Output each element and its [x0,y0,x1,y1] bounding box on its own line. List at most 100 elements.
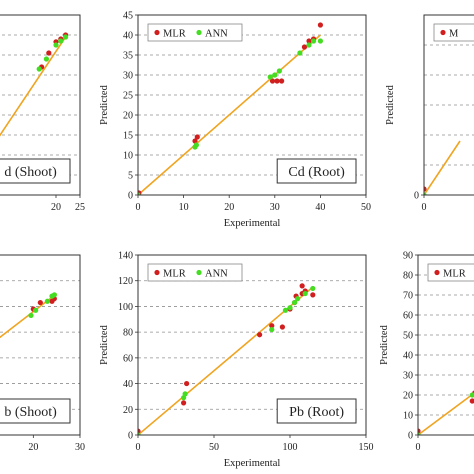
point-ann [469,392,474,398]
point-mlr [424,186,427,192]
plot-area: MLR ANN [138,22,366,195]
y-tick-label: 80 [403,271,413,282]
y-tick-label: 0 [128,191,133,202]
point-mlr [192,138,198,144]
plot-frame [0,254,81,436]
panel-label-box [0,398,71,424]
point-ann [302,290,308,297]
legend-marker-mlr [154,29,160,36]
point-mlr [181,400,187,406]
y-tick-label: 60 [403,311,413,322]
point-mlr [301,44,308,50]
point-ann [317,38,323,44]
point-mlr [269,323,275,329]
fit-line [0,36,67,137]
point-ann [424,192,427,195]
point-mlr [299,283,305,289]
legend-marker-ann [196,269,202,276]
y-tick-label: 0 [408,431,413,442]
panel-label: b (Shoot) [0,398,71,424]
point-ann [193,142,199,148]
x-tick-label: 30 [270,202,280,213]
plot-area [0,32,80,176]
y-tick-label: 20 [123,111,133,122]
point-ann [138,192,141,195]
plot-frame [137,254,367,436]
plot-area [0,280,80,410]
x-tick-label: 20 [51,202,61,213]
legend: MLR ANN [147,23,243,42]
point-ann [269,326,275,333]
legend-label-mlr: MLR [163,29,186,40]
legend-box [147,263,243,282]
legend-marker-mlr [154,269,160,276]
point-ann [310,285,316,292]
plot-area: MLR ANN [138,263,366,435]
point-mlr [317,22,323,28]
point-ann [267,74,273,80]
y-tick-label: 30 [403,371,413,382]
point-ann [58,38,64,44]
legend-marker-mlr [434,269,440,276]
x-tick-label: 25 [75,202,85,213]
point-ann [33,307,39,313]
panel-label-text: Cd (Root) [288,165,345,180]
chart-panel-2: MLR ANN 0 10 20 30 40 50 0 5 10 15 20 25 30 35 40 45 Exper… [99,11,371,230]
y-tick-label: 30 [123,71,133,82]
y-tick-label: 120 [118,276,133,287]
point-mlr [257,332,263,338]
chart-panel-5: MLR ANN 0 50 100 150 0 20 40 60 80 100 120 140 Experim… [99,251,374,470]
point-ann [291,299,298,306]
legend: MLR ANN [147,263,243,282]
chart-panel-3: M 00 Predicted [385,14,474,213]
point-ann [43,56,50,62]
x-tick-label: 30 [75,442,85,453]
y-tick-label: 60 [123,353,133,364]
y-tick-label: 20 [123,405,133,416]
legend-label-ann: ANN [205,29,228,40]
point-ann [182,391,188,397]
point-ann [287,305,293,311]
panel-label-box [276,398,357,424]
x-tick-label: 20 [28,442,38,453]
legend-box [433,23,474,42]
y-tick-label: 140 [118,251,133,262]
point-ann [28,312,34,319]
legend-box [427,263,474,282]
y-axis-label: Predicted [385,84,396,124]
x-axis-label: Experimental [224,458,281,469]
y-tick-label: 40 [123,31,133,42]
x-tick-label: 50 [209,442,219,453]
legend-marker-mlr [440,29,446,36]
x-tick-label: 0 [136,202,141,213]
y-axis-label: Predicted [99,84,110,124]
x-axis-label: Experimental [224,218,281,229]
legend-label-mlr: M [449,29,459,40]
point-mlr [274,78,280,84]
x-tick-label: 20 [224,202,234,213]
point-mlr [184,380,190,387]
plot-area: MLR [418,263,474,435]
x-tick-label: 100 [283,442,298,453]
chart-panel-1: 20 25 d (Shoot) [0,14,85,213]
point-mlr [469,398,474,404]
point-mlr [306,38,312,44]
x-tick-label: 0 [416,442,421,453]
y-tick-label: 80 [123,328,133,339]
point-ann [36,66,42,72]
y-tick-label: 35 [123,51,133,62]
panel-label-text: Pb (Root) [289,405,344,420]
panel-label-text: b (Shoot) [4,405,57,420]
point-mlr [269,78,276,84]
x-tick-label: 0 [136,442,141,453]
point-mlr [194,134,200,140]
panel-label-text: d (Shoot) [4,165,57,180]
point-ann [282,307,289,313]
point-ann [297,50,303,56]
legend: M [433,23,474,42]
y-tick-label: 50 [403,331,413,342]
fit-line [0,292,58,339]
point-ann [63,34,69,40]
point-mlr [138,428,141,434]
